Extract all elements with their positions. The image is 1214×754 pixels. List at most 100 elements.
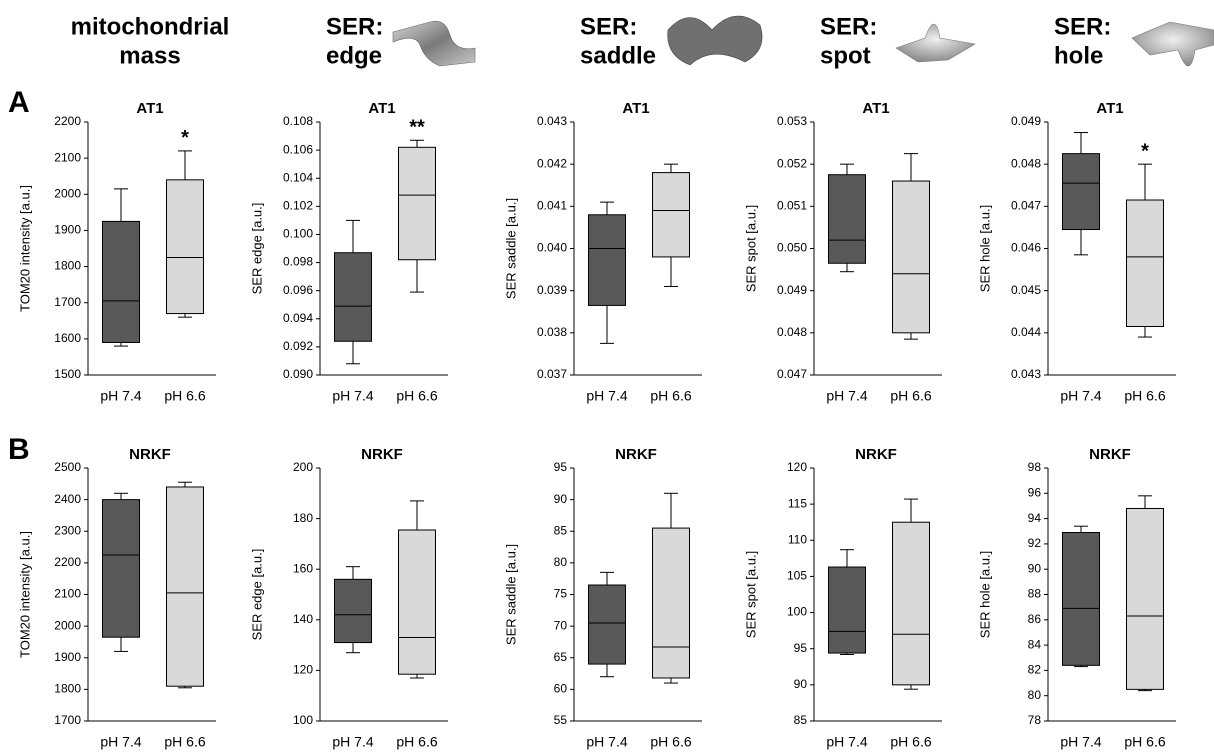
y-tick-label: 1700: [54, 295, 81, 309]
y-axis-label: TOM20 intensity [a.u.]: [17, 185, 32, 312]
x-tick-label: pH 7.4: [332, 388, 373, 404]
y-tick-label: 90: [1028, 561, 1042, 575]
y-tick-label: 0.096: [283, 283, 313, 297]
y-tick-label: 80: [1028, 688, 1042, 702]
y-tick-label: 92: [1028, 536, 1042, 550]
y-tick-label: 0.092: [283, 339, 313, 353]
x-tick-label: pH 7.4: [100, 388, 141, 404]
y-tick-label: 0.104: [283, 170, 313, 184]
y-tick-label: 0.049: [777, 283, 807, 297]
y-tick-label: 0.047: [1011, 199, 1041, 213]
y-tick-label: 105: [787, 569, 807, 583]
y-tick-label: 1900: [54, 223, 81, 237]
chart-title: AT1: [1096, 100, 1123, 117]
box: [828, 566, 866, 654]
x-tick-label: pH 7.4: [586, 734, 627, 750]
x-tick-label: pH 6.6: [1124, 734, 1165, 750]
y-axis-label: SER hole [a.u.]: [977, 551, 992, 638]
y-tick-label: 0.039: [537, 283, 567, 297]
x-tick-label: pH 7.4: [332, 734, 373, 750]
box: [652, 172, 690, 258]
y-tick-label: 90: [554, 492, 568, 506]
x-tick-label: pH 6.6: [396, 734, 437, 750]
column-header: mitochondrial: [71, 13, 230, 40]
y-axis-label: SER hole [a.u.]: [977, 205, 992, 292]
y-tick-label: 84: [1028, 637, 1042, 651]
chart-title: AT1: [862, 100, 889, 117]
y-tick-label: 0.051: [777, 199, 807, 213]
x-tick-label: pH 6.6: [650, 388, 691, 404]
column-header: SER:: [580, 13, 637, 40]
box: [334, 252, 372, 342]
y-tick-label: 96: [1028, 485, 1042, 499]
y-tick-label: 78: [1028, 713, 1042, 727]
y-tick-label: 0.106: [283, 142, 313, 156]
box: [1126, 199, 1164, 328]
y-tick-label: 82: [1028, 663, 1042, 677]
y-axis-label: TOM20 intensity [a.u.]: [17, 531, 32, 658]
x-tick-label: pH 7.4: [1060, 388, 1101, 404]
y-tick-label: 0.048: [777, 325, 807, 339]
column-header: SER:: [326, 13, 383, 40]
box: [588, 214, 626, 306]
y-tick-label: 95: [794, 641, 808, 655]
chart-title: NRKF: [855, 446, 897, 463]
y-tick-label: 0.037: [537, 367, 567, 381]
y-tick-label: 80: [554, 555, 568, 569]
y-tick-label: 0.040: [537, 241, 567, 255]
y-tick-label: 0.048: [1011, 156, 1041, 170]
spot-icon: [895, 23, 976, 63]
y-tick-label: 110: [788, 532, 807, 546]
box: [166, 179, 204, 315]
chart-title: AT1: [622, 100, 649, 117]
chart-title: AT1: [368, 100, 395, 117]
y-tick-label: 180: [293, 511, 313, 525]
y-tick-label: 0.100: [283, 227, 313, 241]
edge-icon: [392, 21, 476, 67]
y-tick-label: 75: [554, 587, 568, 601]
significance: *: [181, 127, 189, 149]
saddle-icon: [667, 15, 763, 66]
box: [892, 180, 930, 334]
y-tick-label: 85: [554, 523, 568, 537]
y-tick-label: 115: [788, 496, 807, 510]
y-tick-label: 0.050: [777, 241, 807, 255]
column-header: mass: [119, 42, 180, 69]
hole-icon: [1131, 21, 1214, 67]
y-tick-label: 65: [554, 650, 568, 664]
panel-label: B: [8, 433, 30, 466]
x-tick-label: pH 6.6: [396, 388, 437, 404]
y-tick-label: 1800: [54, 259, 81, 273]
x-tick-label: pH 7.4: [826, 734, 867, 750]
column-header: hole: [1054, 42, 1103, 69]
y-tick-label: 0.090: [283, 367, 313, 381]
box: [588, 584, 626, 665]
x-tick-label: pH 6.6: [164, 388, 205, 404]
y-tick-label: 85: [794, 713, 808, 727]
y-axis-label: SER spot [a.u.]: [743, 551, 758, 638]
box: [828, 174, 866, 264]
box: [166, 486, 204, 687]
y-tick-label: 0.045: [1011, 283, 1041, 297]
y-tick-label: 2100: [54, 587, 81, 601]
chart-title: NRKF: [1089, 446, 1131, 463]
y-tick-label: 0.041: [537, 199, 567, 213]
x-tick-label: pH 6.6: [164, 734, 205, 750]
y-tick-label: 90: [794, 677, 808, 691]
box: [102, 499, 140, 638]
y-tick-label: 1500: [54, 367, 81, 381]
y-tick-label: 0.043: [537, 114, 567, 128]
y-tick-label: 98: [1028, 460, 1042, 474]
column-header: SER:: [1054, 13, 1111, 40]
y-tick-label: 0.102: [283, 199, 313, 213]
box: [652, 527, 690, 679]
y-tick-label: 0.053: [777, 114, 807, 128]
y-tick-label: 60: [554, 682, 568, 696]
y-axis-label: SER spot [a.u.]: [743, 205, 758, 292]
panel-label: A: [8, 86, 30, 119]
column-header: SER:: [820, 13, 877, 40]
y-tick-label: 0.042: [537, 156, 567, 170]
y-axis-label: SER edge [a.u.]: [249, 203, 264, 295]
y-axis-label: SER saddle [a.u.]: [503, 198, 518, 299]
box: [398, 146, 436, 261]
